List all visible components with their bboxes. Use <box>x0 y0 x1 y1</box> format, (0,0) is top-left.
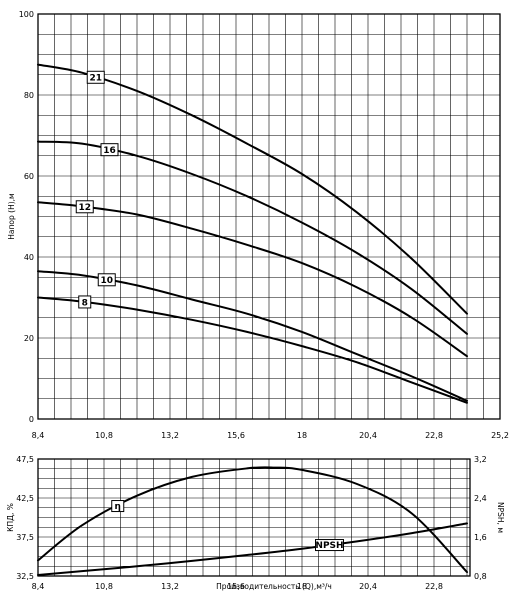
curve-label-box <box>97 273 116 287</box>
curve-label-10: 10 <box>97 273 116 287</box>
y-tick-label: 37,5 <box>16 533 34 542</box>
x-tick-label: 18 <box>297 431 307 440</box>
x-tick-label: 18 <box>297 582 307 591</box>
x-tick-label: 20,4 <box>359 582 377 591</box>
curve-label-box <box>315 539 344 552</box>
y-tick-label-right: 1,6 <box>474 533 487 542</box>
npsh-axis-label: NPSH, м <box>496 502 505 533</box>
curve-label-box <box>111 500 125 513</box>
x-tick-label: 20,4 <box>359 431 377 440</box>
curve-label-text: NPSH <box>315 541 343 551</box>
x-tick-label: 8,4 <box>32 431 45 440</box>
efficiency-chart-series: η NPSH <box>37 466 468 576</box>
curve-label-box <box>78 295 92 309</box>
head-chart-grid <box>37 13 501 420</box>
curve-label-16: 16 <box>100 143 119 157</box>
head-curve-10 <box>37 270 468 402</box>
efficiency-curve <box>37 466 468 574</box>
curve-label-box <box>86 70 105 84</box>
head-chart-x-ticks: 8,4 10,8 13,2 15,6 18 20,4 22,8 25,2 <box>32 431 509 440</box>
x-tick-label: 22,8 <box>425 431 443 440</box>
curve-label-box <box>75 200 94 214</box>
curve-label-eta: η <box>111 500 125 513</box>
npsh-curve <box>37 522 468 576</box>
curve-label-box <box>100 143 119 157</box>
x-tick-label: 13,2 <box>161 582 179 591</box>
x-tick-label: 15,6 <box>227 582 245 591</box>
curve-label-text: η <box>115 502 121 512</box>
y-tick-label-right: 0,8 <box>474 572 487 581</box>
x-tick-label: 10,8 <box>95 582 113 591</box>
head-curve-16 <box>37 140 468 335</box>
efficiency-chart-frame <box>37 458 471 577</box>
head-chart-frame <box>37 13 501 420</box>
curve-label-12: 12 <box>75 200 94 214</box>
y-tick-label: 20 <box>24 334 34 343</box>
x-tick-label: 25,2 <box>491 431 509 440</box>
efficiency-chart-grid <box>37 458 470 577</box>
curve-label-text: 12 <box>78 203 91 213</box>
curve-label-text: 21 <box>89 74 102 84</box>
y-tick-label: 0 <box>29 415 34 424</box>
efficiency-chart-y-ticks: 32,5 37,5 42,5 47,5 <box>16 455 34 581</box>
x-tick-label: 10,8 <box>95 431 113 440</box>
curve-label-text: 8 <box>82 298 88 308</box>
y-tick-label: 100 <box>19 10 34 19</box>
head-chart-series: 21 16 12 10 8 <box>37 63 468 404</box>
efficiency-axis-label: КПД, % <box>6 503 15 532</box>
y-tick-label: 60 <box>24 172 34 181</box>
x-tick-label: 22,8 <box>425 582 443 591</box>
efficiency-npsh-chart: η NPSH 8,4 10,8 13,2 15,6 18 20,4 22,8 32,5 37,5… <box>6 455 505 591</box>
flow-axis-label: Производительность (Q),м³/ч <box>216 582 332 591</box>
y-tick-label: 80 <box>24 91 34 100</box>
y-tick-label: 42,5 <box>16 494 34 503</box>
y-tick-label-right: 3,2 <box>474 455 487 464</box>
head-axis-label: Напор (Н),м <box>7 193 16 239</box>
curve-label-8: 8 <box>78 295 92 309</box>
y-tick-label-right: 2,4 <box>474 494 487 503</box>
y-tick-label: 40 <box>24 253 34 262</box>
x-tick-label: 15,6 <box>227 431 245 440</box>
curve-label-text: 16 <box>103 146 116 156</box>
x-tick-label: 8,4 <box>32 582 45 591</box>
x-tick-label: 13,2 <box>161 431 179 440</box>
head-chart-y-ticks: 0 20 40 60 80 100 <box>19 10 34 424</box>
curve-label-npsh: NPSH <box>315 539 344 552</box>
curve-label-text: 10 <box>100 276 113 286</box>
npsh-chart-y-ticks: 0,8 1,6 2,4 3,2 <box>474 455 487 581</box>
curve-label-21: 21 <box>86 70 105 84</box>
head-curve-8 <box>37 296 468 404</box>
efficiency-chart-x-ticks: 8,4 10,8 13,2 15,6 18 20,4 22,8 <box>32 582 443 591</box>
y-tick-label: 32,5 <box>16 572 34 581</box>
head-curve-12 <box>37 201 468 358</box>
y-tick-label: 47,5 <box>16 455 34 464</box>
